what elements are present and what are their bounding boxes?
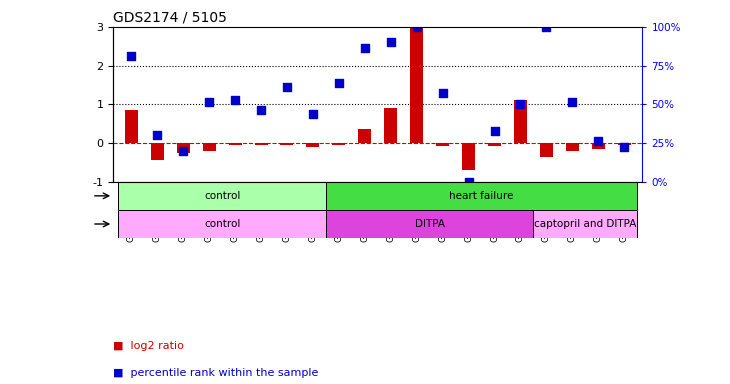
Text: DITPA: DITPA — [415, 219, 445, 229]
Point — [515, 101, 526, 108]
Bar — [410, 27, 423, 143]
Bar — [462, 143, 475, 170]
Point — [566, 99, 578, 106]
Text: GDS2174 / 5105: GDS2174 / 5105 — [113, 10, 227, 24]
Bar — [125, 110, 138, 143]
Bar — [332, 143, 345, 145]
Bar — [307, 143, 320, 147]
Point — [359, 45, 371, 51]
Bar — [592, 143, 604, 149]
Bar — [177, 143, 190, 153]
Bar — [326, 210, 534, 238]
Bar — [514, 101, 527, 143]
Point — [281, 84, 293, 90]
Point — [229, 98, 241, 104]
Bar — [326, 182, 637, 210]
Point — [437, 89, 448, 96]
Point — [463, 179, 474, 185]
Bar — [384, 108, 397, 143]
Point — [307, 111, 319, 117]
Text: ■  log2 ratio: ■ log2 ratio — [113, 341, 184, 351]
Bar — [436, 143, 449, 146]
Bar — [203, 143, 215, 151]
Bar — [118, 210, 326, 238]
Bar — [540, 143, 553, 157]
Bar — [534, 210, 637, 238]
Point — [255, 107, 267, 113]
Point — [126, 53, 137, 59]
Text: control: control — [204, 219, 240, 229]
Text: captopril and DITPA: captopril and DITPA — [534, 219, 637, 229]
Point — [333, 80, 345, 86]
Point — [593, 138, 604, 144]
Bar — [358, 129, 372, 143]
Bar — [255, 143, 267, 145]
Point — [541, 24, 553, 30]
Point — [488, 128, 500, 134]
Point — [618, 144, 630, 150]
Bar — [280, 143, 293, 145]
Bar — [228, 143, 242, 145]
Text: ■  percentile rank within the sample: ■ percentile rank within the sample — [113, 368, 318, 378]
Point — [411, 24, 423, 30]
Point — [177, 148, 189, 154]
Bar — [488, 143, 501, 146]
Bar — [566, 143, 579, 151]
Point — [385, 39, 396, 45]
Bar — [118, 182, 326, 210]
Bar — [151, 143, 164, 161]
Bar — [618, 143, 631, 145]
Text: heart failure: heart failure — [450, 191, 514, 201]
Point — [203, 99, 215, 106]
Point — [151, 132, 163, 138]
Text: control: control — [204, 191, 240, 201]
